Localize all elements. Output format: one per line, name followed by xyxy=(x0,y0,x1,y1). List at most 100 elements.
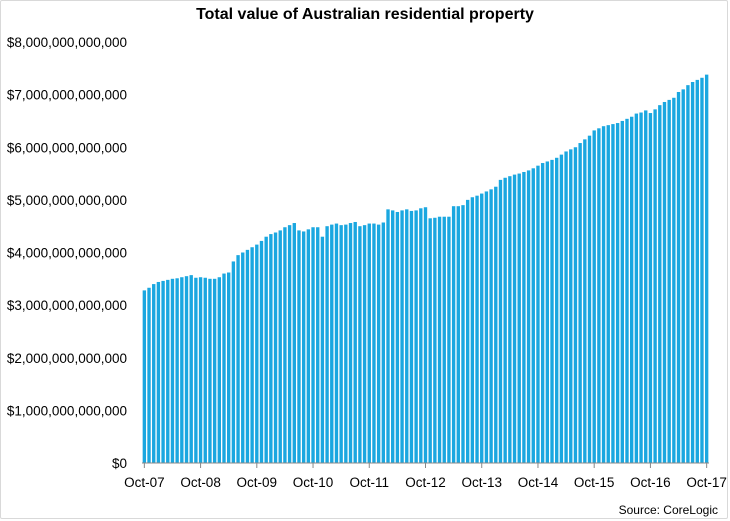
bar xyxy=(405,209,409,463)
x-tick-label: Oct-14 xyxy=(518,475,559,490)
bar xyxy=(292,223,296,463)
bar xyxy=(198,277,203,463)
bar xyxy=(255,244,259,463)
bar xyxy=(428,218,432,463)
bar xyxy=(231,261,236,463)
bar xyxy=(189,275,193,463)
bar xyxy=(245,249,250,463)
bar xyxy=(522,171,526,464)
bar xyxy=(461,205,465,463)
bar xyxy=(409,210,414,463)
bar xyxy=(695,79,699,463)
bar xyxy=(484,191,489,463)
bar xyxy=(569,149,573,464)
bar xyxy=(386,209,390,463)
bar xyxy=(400,210,404,463)
bar xyxy=(362,225,367,463)
bar xyxy=(526,170,531,463)
bar xyxy=(480,193,484,463)
bar xyxy=(676,91,681,464)
bar xyxy=(648,113,653,463)
bar xyxy=(283,227,287,463)
bar xyxy=(147,287,151,463)
bar xyxy=(629,116,634,463)
y-axis: $0 $1,000,000,000,000 $2,000,000,000,000 $3… xyxy=(7,35,127,471)
x-tick-label: Oct-15 xyxy=(574,475,615,490)
bar xyxy=(217,277,221,463)
bar xyxy=(451,206,456,463)
bar xyxy=(156,281,161,463)
bar xyxy=(348,223,353,463)
bar xyxy=(175,278,179,463)
bar xyxy=(273,232,278,463)
bar xyxy=(222,273,226,463)
x-tick-label: Oct-08 xyxy=(180,475,221,490)
bar xyxy=(667,99,671,463)
bar xyxy=(550,159,554,463)
bar xyxy=(555,157,559,463)
bar xyxy=(545,161,550,463)
bar xyxy=(381,222,386,463)
bar xyxy=(512,174,517,464)
bar xyxy=(358,226,362,463)
bar xyxy=(704,74,709,463)
bar xyxy=(212,278,217,463)
bar xyxy=(180,277,184,463)
bar xyxy=(498,179,503,463)
bar xyxy=(301,231,306,463)
bar xyxy=(372,223,376,463)
bar xyxy=(203,277,207,463)
x-axis: Oct-07 Oct-08 Oct-09 Oct-10 Oct-11 Oct-12 Oct-… xyxy=(124,462,727,490)
y-tick-label: $5,000,000,000,000 xyxy=(7,193,127,208)
bar xyxy=(540,163,545,464)
bar xyxy=(339,225,343,463)
y-tick-label: $8,000,000,000,000 xyxy=(7,35,127,50)
bar xyxy=(611,124,615,463)
bar xyxy=(508,176,512,463)
bar-series xyxy=(142,74,709,464)
bar xyxy=(330,224,334,463)
bar xyxy=(536,165,540,464)
bar xyxy=(503,177,507,463)
y-tick-label: $2,000,000,000,000 xyxy=(7,351,127,366)
bar xyxy=(395,211,400,463)
bar xyxy=(334,223,339,463)
y-tick-label: $7,000,000,000,000 xyxy=(7,88,127,103)
bar xyxy=(353,221,357,463)
bar xyxy=(639,112,643,464)
x-tick-label: Oct-17 xyxy=(686,475,727,490)
bar xyxy=(236,255,240,463)
bar xyxy=(658,105,662,464)
bar xyxy=(470,197,475,464)
bar xyxy=(494,186,498,463)
bar xyxy=(269,234,273,463)
bar xyxy=(465,199,470,464)
bar xyxy=(433,217,437,463)
bar xyxy=(250,247,254,463)
bar xyxy=(344,224,348,463)
x-tick-label: Oct-10 xyxy=(293,475,334,490)
bar xyxy=(672,97,676,463)
bar xyxy=(437,216,442,463)
bar xyxy=(531,168,535,464)
bar xyxy=(170,278,175,463)
bar xyxy=(161,280,165,463)
x-tick-label: Oct-09 xyxy=(237,475,278,490)
bar xyxy=(414,210,418,463)
bar xyxy=(297,230,301,463)
bar xyxy=(634,113,639,463)
bar xyxy=(583,139,587,464)
bar xyxy=(587,135,592,464)
bar xyxy=(241,252,245,463)
bar xyxy=(311,227,315,463)
bar xyxy=(320,236,325,463)
bar xyxy=(391,210,395,463)
bar xyxy=(606,125,610,464)
x-tick-label: Oct-12 xyxy=(405,475,446,490)
bar xyxy=(376,224,381,463)
bar xyxy=(559,154,564,463)
bar xyxy=(690,82,695,463)
bar xyxy=(152,284,156,463)
